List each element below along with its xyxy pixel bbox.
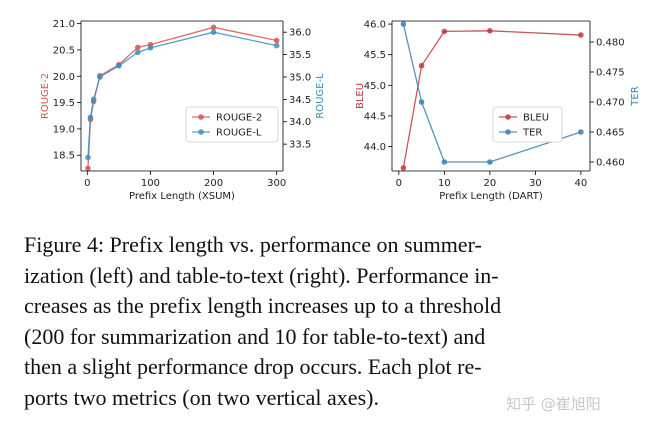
x-tick-label: 20 <box>483 178 496 189</box>
legend-box <box>185 106 279 143</box>
y2-tick-label: 35.5 <box>289 50 311 61</box>
y1-tick-label: 46.0 <box>364 20 386 31</box>
caption-line: ization (left) and table-to-text (right)… <box>24 262 499 288</box>
y1-tick-label: 44.0 <box>364 142 386 153</box>
y1-tick-label: 44.5 <box>364 111 386 122</box>
legend-label: BLEU <box>523 113 549 124</box>
caption-line: creases as the prefix length increases u… <box>24 293 502 318</box>
data-point-rouge-l <box>87 114 94 121</box>
x-tick-label: 100 <box>141 178 160 189</box>
legend-swatch-marker <box>198 114 204 120</box>
data-point-rouge-2 <box>273 37 280 44</box>
legend-swatch-marker <box>505 114 511 120</box>
y1-tick-label: 18.5 <box>53 151 75 162</box>
y2-axis-label: TER <box>630 86 641 106</box>
watermark: 知乎 @崔旭阳 <box>506 395 601 413</box>
data-point-ter <box>418 99 425 105</box>
data-point-rouge-2 <box>135 44 141 51</box>
legend-swatch-marker <box>198 129 204 135</box>
y2-tick-label: 34.5 <box>289 95 311 106</box>
x-axis-label: Prefix Length (DART) <box>439 191 543 202</box>
chart-xsum: 0 100 200 300 18.5 19.0 19.5 20.0 20.5 21.0 33.5 34… <box>40 19 326 202</box>
caption-line: (200 for summarization and 10 for table-… <box>24 323 486 349</box>
y1-tick-label: 20.5 <box>53 45 75 56</box>
series-line-bleu <box>402 30 581 169</box>
x-tick-label: 10 <box>438 178 451 189</box>
data-point-rouge-l <box>210 29 217 35</box>
series-line-rouge-2 <box>87 26 277 169</box>
y2-tick-label: 33.5 <box>289 140 311 151</box>
y2-tick-label: 0.480 <box>596 38 625 49</box>
data-point-bleu <box>441 28 448 35</box>
x-tick-label: 30 <box>529 178 542 189</box>
data-point-rouge-l <box>85 154 91 161</box>
data-point-rouge-l <box>273 42 280 49</box>
x-tick-label: 300 <box>267 178 286 189</box>
legend-label: ROUGE-L <box>216 128 262 139</box>
caption-line: ports two metrics (on two vertical axes)… <box>24 384 379 410</box>
y1-tick-label: 19.5 <box>53 98 75 109</box>
data-point-ter <box>578 129 584 135</box>
data-point-rouge-l <box>90 96 97 103</box>
data-point-rouge-l <box>97 74 103 80</box>
data-point-bleu <box>418 62 425 69</box>
data-point-rouge-l <box>135 49 141 56</box>
figure-caption: Figure 4: Prefix length vs. performance … <box>24 230 614 413</box>
figure-charts: 0 100 200 30018.519.019.520.020.521.033.534… <box>40 19 641 202</box>
y2-tick-label: 36.0 <box>289 28 311 39</box>
data-point-bleu <box>400 165 407 171</box>
data-point-ter <box>400 21 407 27</box>
legend-swatch-marker <box>505 129 511 135</box>
data-point-bleu <box>578 32 584 38</box>
y2-axis-label: ROUGE-L <box>315 73 326 119</box>
data-point-rouge-2 <box>85 165 91 172</box>
y1-tick-label: 20.0 <box>53 72 75 83</box>
data-point-rouge-l <box>147 45 154 51</box>
data-point-bleu <box>487 27 493 34</box>
y1-axis-label: BLEU <box>355 83 366 109</box>
caption-line: Figure 4: Prefix length vs. performance … <box>24 232 482 257</box>
y2-tick-label: 0.460 <box>596 158 625 169</box>
y2-tick-label: 0.465 <box>596 128 625 139</box>
legend-label: ROUGE-2 <box>216 113 262 124</box>
data-point-rouge-2 <box>210 24 217 31</box>
y1-tick-label: 45.0 <box>364 81 386 92</box>
x-axis-label: Prefix Length (XSUM) <box>129 191 235 202</box>
y2-tick-label: 34.0 <box>289 117 311 128</box>
y1-tick-label: 19.0 <box>53 124 75 135</box>
legend-label: TER <box>522 128 542 139</box>
y1-tick-label: 45.5 <box>364 50 386 61</box>
y2-tick-label: 35.0 <box>289 72 311 83</box>
x-tick-label: 40 <box>575 178 588 189</box>
y1-tick-label: 21.0 <box>53 19 75 30</box>
y2-tick-label: 0.475 <box>596 68 625 79</box>
x-tick-label: 0 <box>396 178 402 189</box>
data-point-ter <box>441 159 448 165</box>
x-tick-label: 0 <box>84 178 90 189</box>
data-point-rouge-l <box>116 62 122 69</box>
y1-axis-label: ROUGE-2 <box>40 73 51 119</box>
y2-tick-label: 0.470 <box>596 98 625 109</box>
x-tick-label: 200 <box>204 178 223 189</box>
data-point-ter <box>487 159 493 165</box>
caption-line: then a slight performance drop occurs. E… <box>24 354 482 379</box>
chart-dart: 0 10 20 30 40 44.0 44.5 45.0 45.5 46.0 0.460 0.465 0… <box>355 20 641 202</box>
